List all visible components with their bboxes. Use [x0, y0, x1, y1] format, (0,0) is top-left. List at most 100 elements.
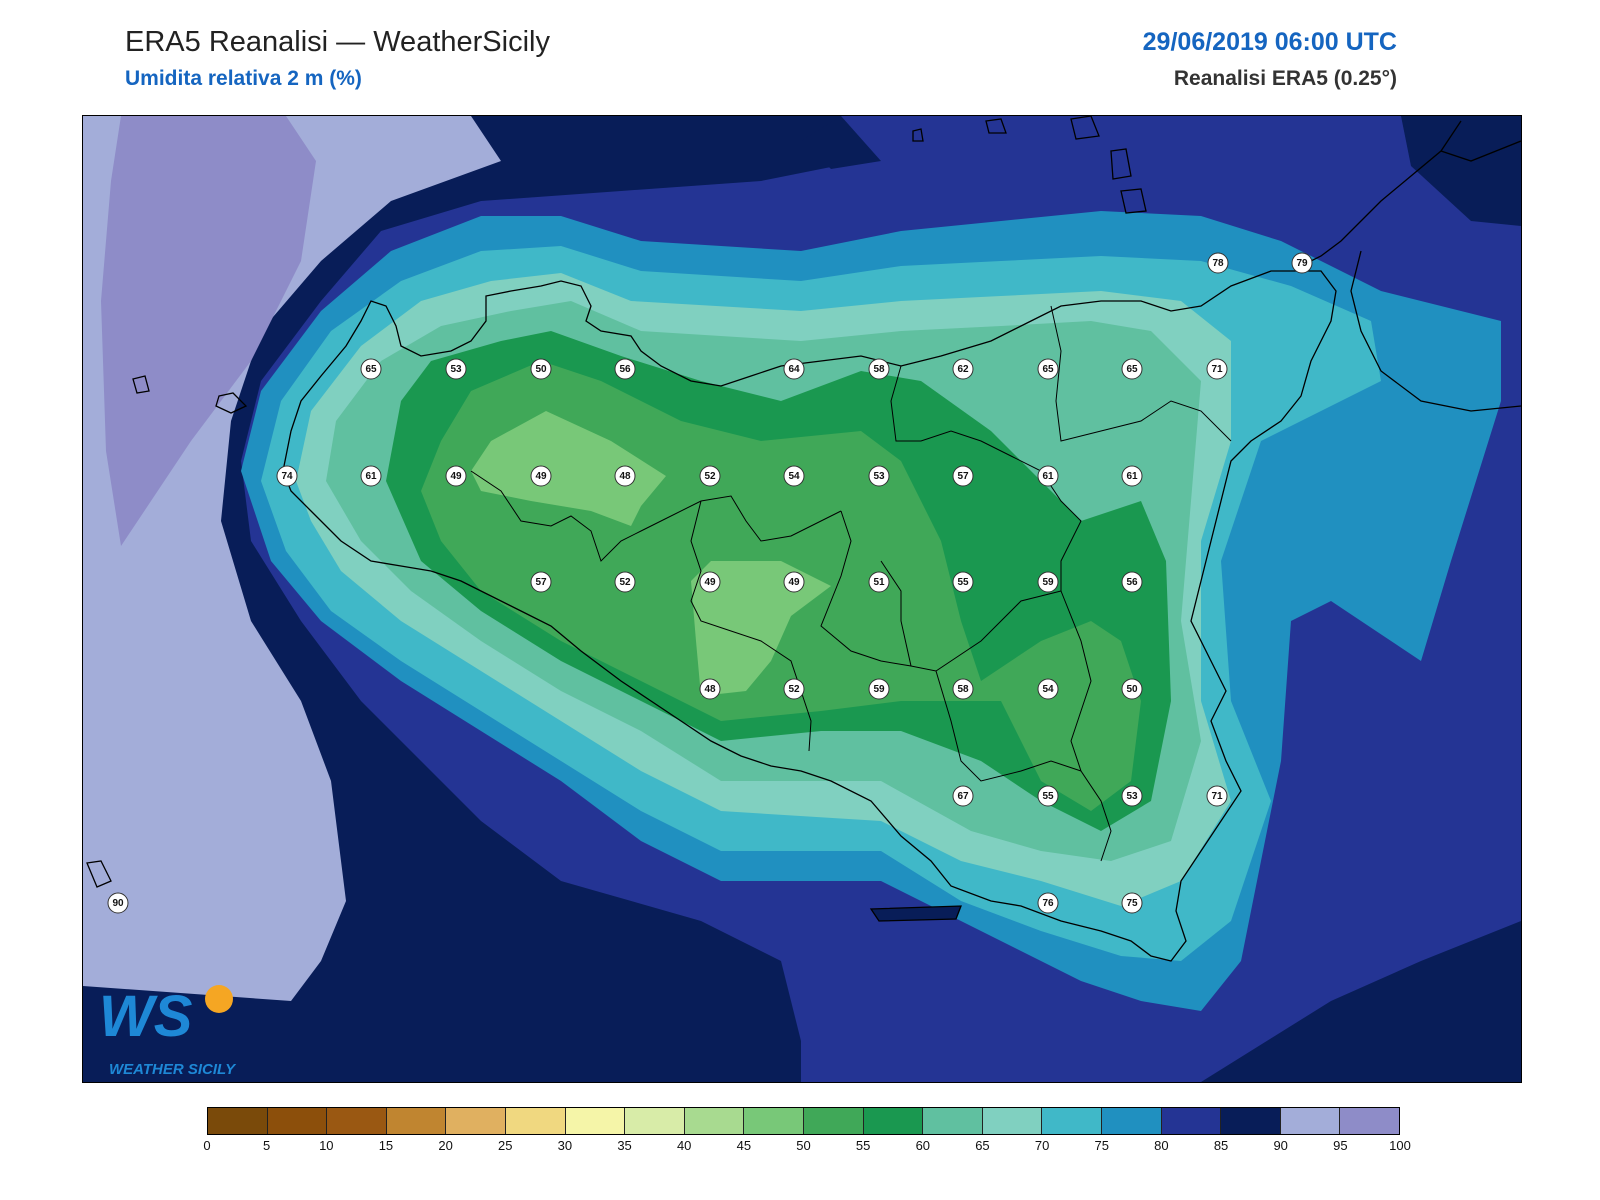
station-marker[interactable]: 52	[699, 465, 721, 487]
station-circle	[868, 571, 890, 593]
station-marker[interactable]: 67	[952, 785, 974, 807]
sun-icon	[205, 985, 233, 1013]
station-value: 53	[450, 364, 462, 375]
station-marker[interactable]: 56	[614, 358, 636, 380]
colorbar-swatch	[803, 1108, 864, 1134]
station-marker[interactable]: 71	[1206, 358, 1228, 380]
station-marker[interactable]: 71	[1206, 785, 1228, 807]
station-marker[interactable]: 61	[1121, 465, 1143, 487]
colorbar-tick-label: 15	[378, 1138, 394, 1153]
station-circle	[614, 358, 636, 380]
station-marker[interactable]: 48	[614, 465, 636, 487]
station-marker[interactable]: 53	[445, 358, 467, 380]
station-marker[interactable]: 59	[1037, 571, 1059, 593]
station-circle	[952, 571, 974, 593]
station-marker[interactable]: 74	[276, 465, 298, 487]
station-circle	[1037, 465, 1059, 487]
colorbar-ticks: 0 5 10 15 20 25 30 35 40 45 50 55 60 65 70 75 80 85 90 95 10…	[203, 1138, 1410, 1158]
weather-sicily-logo: WS WEATHER SICILY	[99, 984, 237, 1078]
colorbar-swatch	[1221, 1108, 1281, 1134]
field-85-90-se	[1201, 921, 1521, 1082]
station-marker[interactable]: 53	[1121, 785, 1143, 807]
station-circle	[360, 465, 382, 487]
station-circle	[868, 465, 890, 487]
station-value: 52	[704, 471, 716, 482]
field-95-100	[101, 116, 316, 546]
station-marker[interactable]: 75	[1121, 892, 1143, 914]
station-marker[interactable]: 52	[614, 571, 636, 593]
station-marker[interactable]: 65	[1037, 358, 1059, 380]
station-value: 52	[788, 684, 800, 695]
station-marker[interactable]: 56	[1121, 571, 1143, 593]
station-marker[interactable]: 64	[783, 358, 805, 380]
colorbar-tick-label: 60	[915, 1138, 931, 1153]
station-marker[interactable]: 48	[699, 678, 721, 700]
data-source: Reanalisi ERA5 (0.25°)	[1173, 67, 1397, 90]
station-marker[interactable]: 50	[530, 358, 552, 380]
station-marker[interactable]: 65	[1121, 358, 1143, 380]
station-marker[interactable]: 49	[530, 465, 552, 487]
station-marker[interactable]: 79	[1291, 252, 1313, 274]
chart-title: ERA5 Reanalisi — WeatherSicily	[125, 26, 550, 58]
station-value: 49	[704, 577, 716, 588]
station-circle	[1037, 678, 1059, 700]
humidity-map[interactable]: 78 79 65 53 50 56 64 58 62 65 65 71 74 61 49 49 48 52 54 53…	[82, 115, 1522, 1083]
station-value: 51	[873, 577, 885, 588]
station-marker[interactable]: 65	[360, 358, 382, 380]
station-marker[interactable]: 53	[868, 465, 890, 487]
station-marker[interactable]: 61	[1037, 465, 1059, 487]
station-marker[interactable]: 50	[1121, 678, 1143, 700]
colorbar-tick-label: 45	[736, 1138, 752, 1153]
station-marker[interactable]: 49	[445, 465, 467, 487]
station-marker[interactable]: 49	[783, 571, 805, 593]
station-value: 75	[1126, 898, 1138, 909]
field-45-50	[471, 411, 831, 696]
station-marker[interactable]: 54	[1037, 678, 1059, 700]
station-circle	[530, 571, 552, 593]
station-marker[interactable]: 54	[783, 465, 805, 487]
station-marker[interactable]: 52	[783, 678, 805, 700]
station-circle	[1037, 571, 1059, 593]
logo-mark: WS	[99, 984, 193, 1049]
station-marker[interactable]: 55	[952, 571, 974, 593]
station-marker[interactable]: 58	[868, 358, 890, 380]
station-circle	[530, 358, 552, 380]
colorbar-tick-label: 20	[438, 1138, 453, 1153]
station-circle	[783, 358, 805, 380]
field-85-90-n	[801, 116, 881, 169]
station-marker[interactable]: 90	[107, 892, 129, 914]
colorbar-swatch	[684, 1108, 745, 1134]
station-value: 65	[365, 364, 377, 375]
station-value: 59	[873, 684, 885, 695]
colorbar-swatch	[863, 1108, 924, 1134]
station-circle	[1206, 785, 1228, 807]
station-circle	[1206, 358, 1228, 380]
station-value: 49	[535, 471, 547, 482]
station-marker[interactable]: 57	[952, 465, 974, 487]
station-marker[interactable]: 51	[868, 571, 890, 593]
station-markers: 78 79 65 53 50 56 64 58 62 65 65 71 74 61 49 49 48 52 54 53…	[107, 252, 1313, 914]
station-circle	[699, 465, 721, 487]
colorbar-swatch	[923, 1108, 983, 1134]
station-marker[interactable]: 78	[1207, 252, 1229, 274]
station-marker[interactable]: 58	[952, 678, 974, 700]
coastlines	[86, 116, 1521, 962]
station-marker[interactable]: 55	[1037, 785, 1059, 807]
colorbar-swatch	[208, 1108, 268, 1134]
colorbar-tick-label: 35	[617, 1138, 632, 1153]
colorbar-tick-label: 85	[1213, 1138, 1229, 1153]
colorbar-tick-label: 30	[557, 1138, 573, 1153]
colorbar-swatch	[446, 1108, 506, 1134]
station-circle	[1037, 358, 1059, 380]
station-value: 65	[1126, 364, 1138, 375]
station-marker[interactable]: 59	[868, 678, 890, 700]
station-value: 56	[619, 364, 631, 375]
station-marker[interactable]: 49	[699, 571, 721, 593]
station-circle	[868, 358, 890, 380]
station-marker[interactable]: 62	[952, 358, 974, 380]
station-marker[interactable]: 57	[530, 571, 552, 593]
station-marker[interactable]: 61	[360, 465, 382, 487]
station-circle	[699, 571, 721, 593]
station-marker[interactable]: 76	[1037, 892, 1059, 914]
colorbar-tick-label: 10	[319, 1138, 334, 1153]
